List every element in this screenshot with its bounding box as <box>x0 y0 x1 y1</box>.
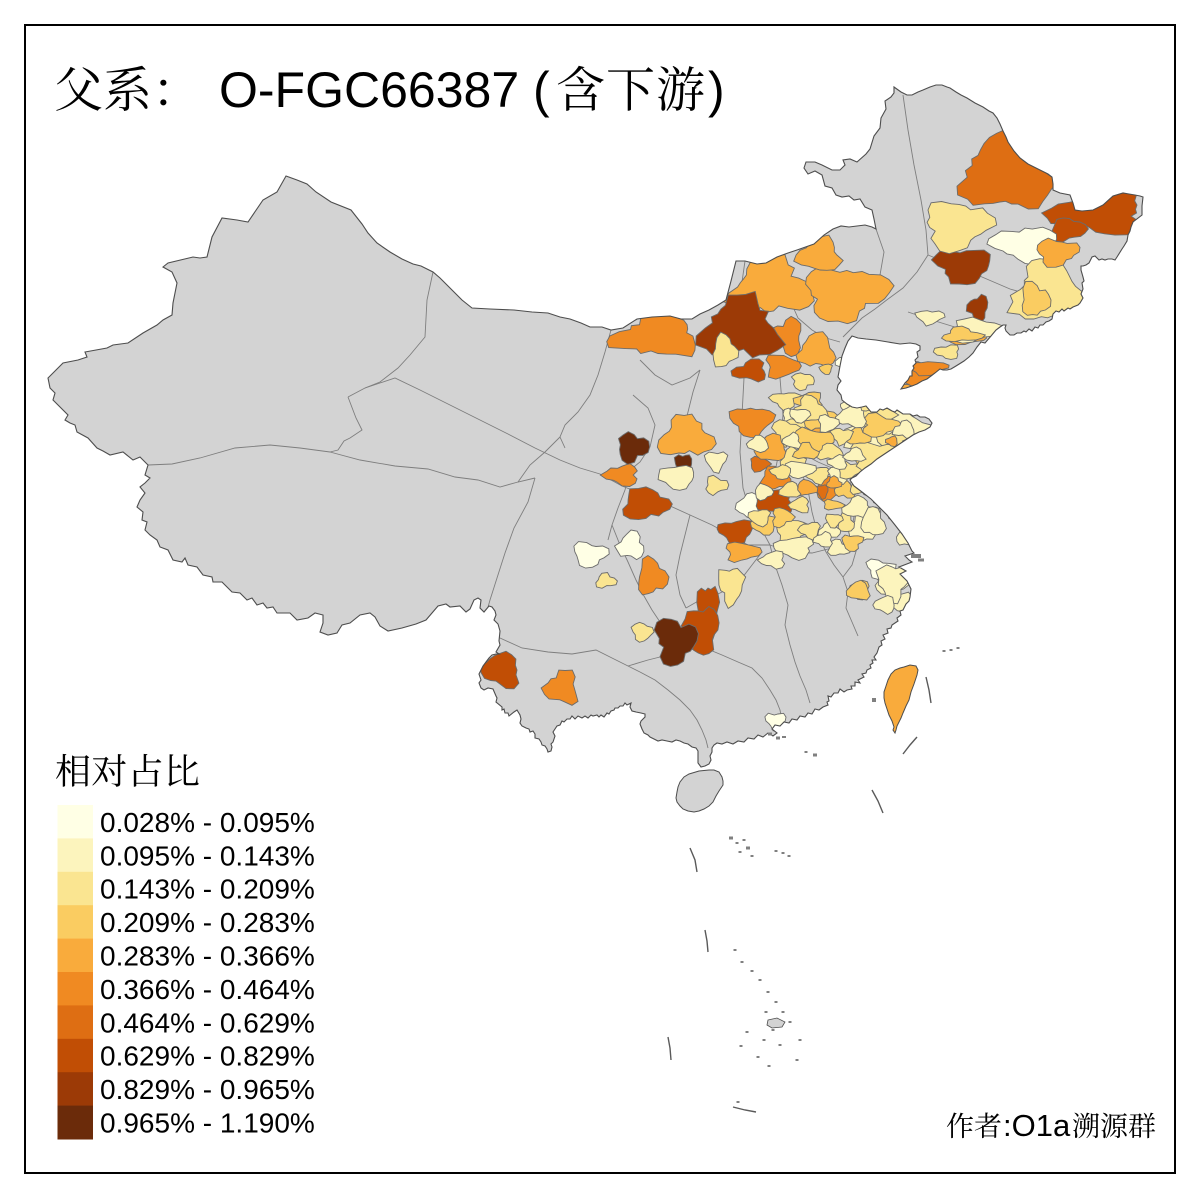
svg-text:O-FGC66387 (: O-FGC66387 ( <box>219 62 550 118</box>
svg-text:0.095% - 0.143%: 0.095% - 0.143% <box>100 840 315 871</box>
svg-text:0.209% - 0.283%: 0.209% - 0.283% <box>100 907 315 938</box>
svg-text:0.366% - 0.464%: 0.366% - 0.464% <box>100 974 315 1005</box>
svg-text:0.829% - 0.965%: 0.829% - 0.965% <box>100 1074 315 1105</box>
svg-text:0.965% - 1.190%: 0.965% - 1.190% <box>100 1108 315 1139</box>
svg-text::O1a: :O1a <box>1003 1108 1071 1143</box>
svg-text:): ) <box>708 62 725 118</box>
svg-text:0.283% - 0.366%: 0.283% - 0.366% <box>100 941 315 972</box>
svg-text:0.143% - 0.209%: 0.143% - 0.209% <box>100 874 315 905</box>
svg-text:0.464% - 0.629%: 0.464% - 0.629% <box>100 1007 315 1038</box>
svg-text:0.028% - 0.095%: 0.028% - 0.095% <box>100 807 315 838</box>
svg-text:0.629% - 0.829%: 0.629% - 0.829% <box>100 1041 315 1072</box>
